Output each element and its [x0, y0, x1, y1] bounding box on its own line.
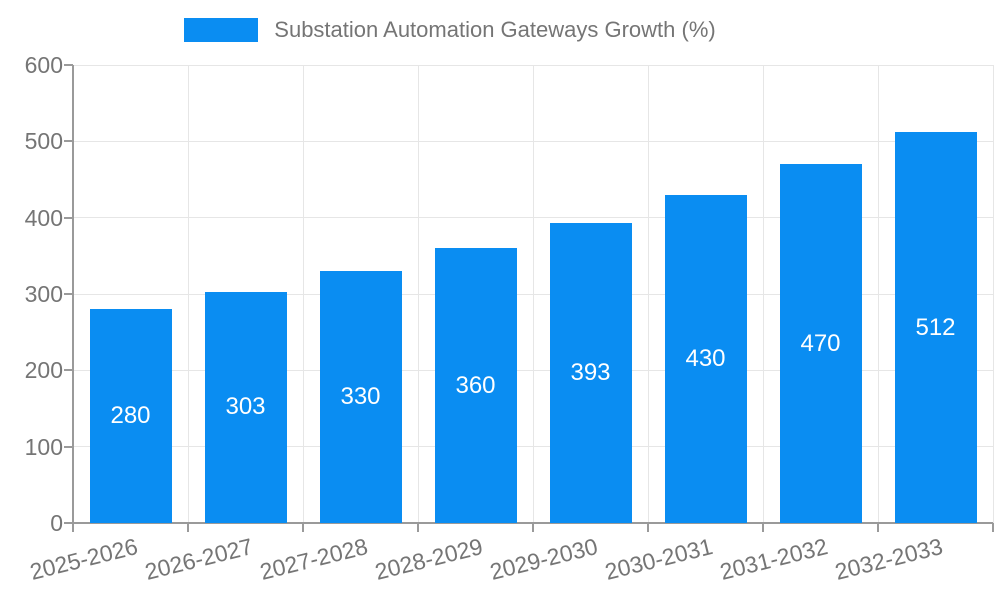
bar-value-label: 303: [225, 393, 266, 421]
bar-value-label: 512: [915, 313, 956, 341]
x-axis-tick-label: 2029-2030: [486, 533, 600, 585]
x-gridline: [647, 65, 649, 523]
x-tick-mark: [877, 523, 879, 532]
x-tick-mark: [992, 523, 994, 532]
y-axis-tick-label: 0: [50, 510, 63, 536]
y-axis-tick-label: 400: [24, 204, 63, 231]
bar[interactable]: [204, 291, 287, 523]
bar[interactable]: [89, 309, 172, 523]
x-axis-line: [73, 522, 993, 524]
x-gridline: [532, 65, 534, 523]
x-gridline: [417, 65, 419, 523]
y-axis-line: [72, 65, 74, 532]
x-gridline: [992, 65, 994, 523]
y-tick-mark: [64, 64, 73, 66]
legend[interactable]: Substation Automation Gateways Growth (%…: [0, 16, 900, 44]
x-axis-tick-label: 2032-2033: [831, 533, 945, 585]
x-gridline: [877, 65, 879, 523]
legend-swatch: [184, 18, 259, 42]
y-axis-tick-label: 200: [24, 357, 63, 384]
y-tick-mark: [64, 216, 73, 219]
x-axis-tick-label: 2031-2032: [716, 533, 830, 585]
x-tick-mark: [762, 523, 764, 532]
bar[interactable]: [664, 194, 747, 523]
bar-value-label: 470: [800, 329, 841, 357]
y-tick-mark: [64, 522, 73, 524]
y-axis-tick-label: 600: [24, 52, 63, 78]
x-gridline: [187, 65, 189, 523]
x-gridline: [302, 65, 304, 523]
y-tick-mark: [64, 445, 73, 448]
x-axis-tick-label: 2026-2027: [141, 533, 255, 585]
y-axis-tick-label: 100: [24, 433, 63, 460]
y-tick-mark: [64, 140, 73, 143]
y-tick-mark: [64, 369, 73, 372]
bar[interactable]: [319, 271, 402, 523]
bar-value-label: 393: [570, 359, 611, 386]
bar-value-label: 360: [455, 371, 496, 399]
y-tick-mark: [64, 293, 73, 295]
bar[interactable]: [549, 223, 632, 523]
x-axis-tick-label: 2030-2031: [601, 533, 715, 585]
x-tick-mark: [417, 523, 419, 532]
x-tick-mark: [302, 523, 304, 532]
bar[interactable]: [434, 248, 517, 523]
y-axis-tick-label: 500: [24, 128, 63, 155]
bar-value-label: 280: [110, 402, 151, 430]
bar[interactable]: [894, 132, 977, 523]
x-tick-mark: [532, 523, 534, 532]
x-gridline: [762, 65, 764, 523]
x-tick-mark: [187, 523, 189, 532]
x-axis-tick-label: 2028-2029: [371, 533, 485, 585]
x-tick-mark: [647, 523, 649, 532]
bar[interactable]: [779, 164, 862, 523]
bar-value-label: 430: [685, 344, 726, 372]
bar-value-label: 330: [340, 383, 381, 411]
x-axis-tick-label: 2027-2028: [256, 533, 370, 585]
legend-label: Substation Automation Gateways Growth (%…: [274, 17, 716, 42]
x-axis-tick-label: 2025-2026: [26, 533, 140, 585]
y-axis-tick-label: 300: [24, 281, 63, 307]
